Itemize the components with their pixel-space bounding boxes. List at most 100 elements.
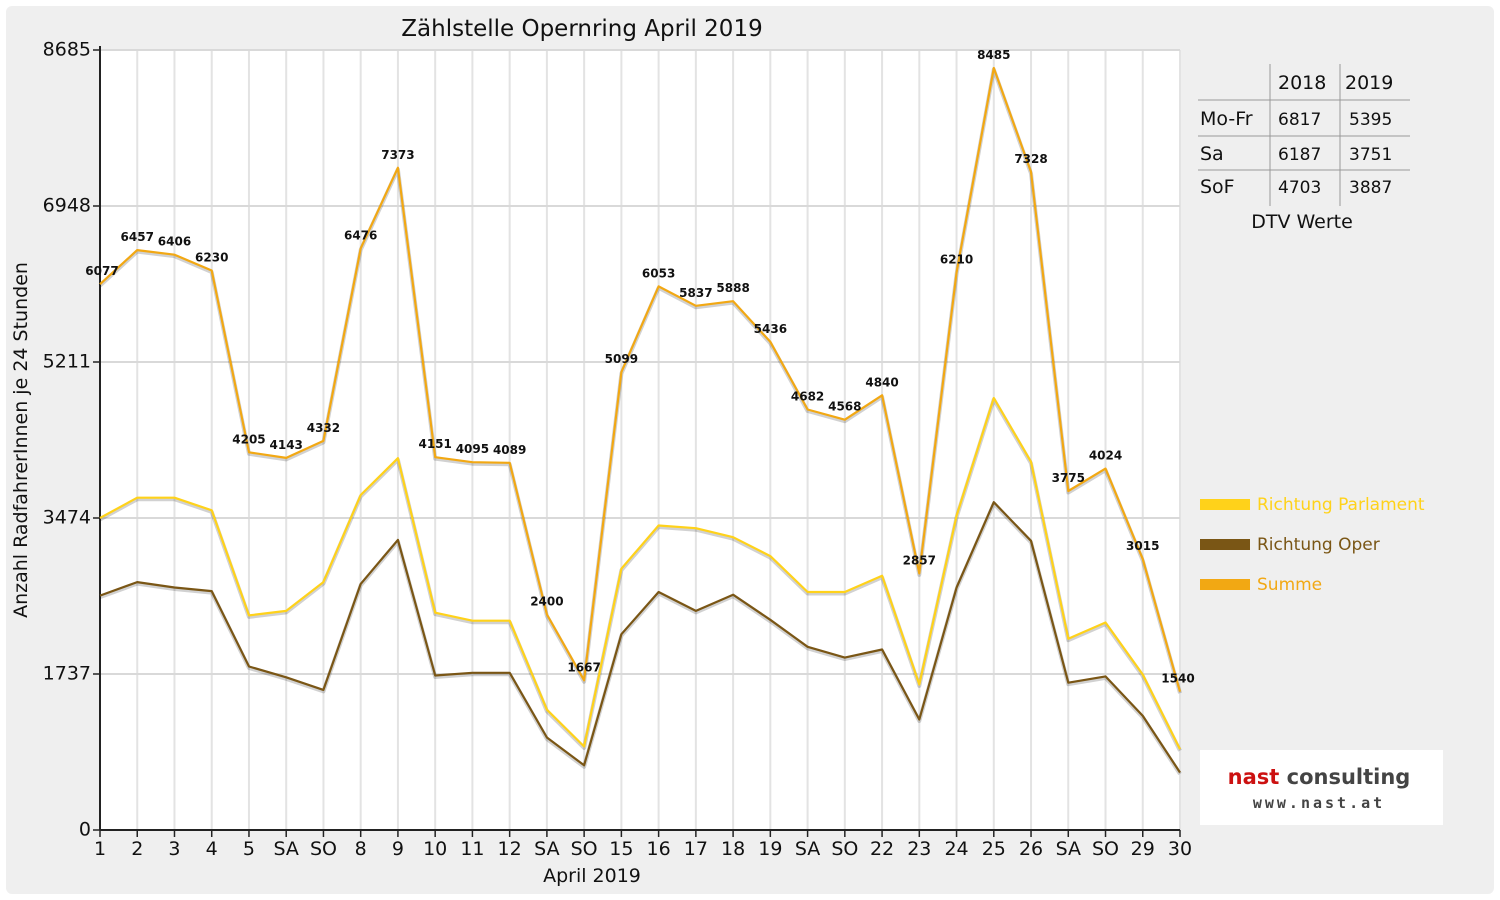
- x-tick-label: 10: [423, 838, 447, 860]
- dtv-table: 2018 2019 Mo-Fr 6817 5395 Sa 6187 3751 S…: [1198, 64, 1410, 233]
- data-label: 4840: [865, 375, 898, 389]
- x-tick-label: 15: [609, 838, 633, 860]
- data-label: 4095: [456, 442, 489, 456]
- legend: Richtung Parlament Richtung Oper Summe: [1200, 495, 1425, 595]
- x-axis-label: April 2019: [543, 865, 641, 887]
- x-tick-label: SO: [310, 838, 337, 860]
- x-tick-label: 25: [982, 838, 1006, 860]
- x-tick-label: 29: [1131, 838, 1155, 860]
- data-label: 8485: [977, 48, 1010, 62]
- dtv-row-label: Sa: [1200, 143, 1224, 165]
- series-line: [99, 501, 1181, 774]
- data-label: 6406: [158, 235, 191, 249]
- x-tick-label: 4: [206, 838, 218, 860]
- dtv-header-2019: 2019: [1345, 72, 1393, 94]
- x-tick-label: 18: [721, 838, 745, 860]
- logo-box: [1200, 750, 1443, 825]
- x-tick-label: 24: [944, 838, 968, 860]
- data-label: 4151: [418, 437, 451, 451]
- data-label: 6476: [344, 228, 377, 242]
- x-tick-label: 8: [355, 838, 367, 860]
- x-tick-label: 12: [498, 838, 522, 860]
- data-label: 7328: [1014, 152, 1047, 166]
- data-label: 2857: [903, 553, 936, 567]
- data-label: 6230: [195, 250, 228, 264]
- x-tick-label: SA: [534, 838, 559, 860]
- data-label: 1540: [1161, 672, 1194, 686]
- y-axis-label: Anzahl RadfahrerInnen je 24 Stunden: [10, 262, 32, 618]
- data-label: 4024: [1089, 449, 1122, 463]
- y-tick-label: 5211: [43, 351, 91, 373]
- y-tick-label: 1737: [43, 663, 91, 685]
- dtv-cell: 6817: [1278, 110, 1321, 130]
- y-tick-label: 3474: [43, 507, 91, 529]
- data-label: 6210: [940, 252, 973, 266]
- x-tick-label: 26: [1019, 838, 1043, 860]
- logo-text: nast consulting: [1228, 765, 1411, 789]
- legend-label: Richtung Oper: [1257, 535, 1380, 555]
- dtv-header-2018: 2018: [1278, 72, 1326, 94]
- data-label: 6053: [642, 266, 675, 280]
- data-label: 4682: [791, 390, 824, 404]
- data-label: 4205: [232, 432, 265, 446]
- series-line: [99, 396, 1181, 750]
- x-tick-label: 1: [94, 838, 106, 860]
- grid: [100, 49, 1181, 830]
- series-lines: [98, 66, 1182, 776]
- data-label: 4089: [493, 443, 526, 457]
- y-tick-label: 0: [79, 819, 91, 841]
- data-label: 6457: [121, 230, 154, 244]
- legend-label: Summe: [1257, 575, 1322, 595]
- data-label: 2400: [530, 594, 563, 608]
- data-label: 5099: [605, 352, 638, 366]
- x-tick-label: 23: [907, 838, 931, 860]
- x-tick-label: 17: [684, 838, 708, 860]
- x-tick-label: 16: [647, 838, 671, 860]
- chart-title: Zählstelle Opernring April 2019: [401, 16, 762, 42]
- logo: nast consulting www.nast.at: [1200, 750, 1443, 825]
- data-label: 4332: [307, 421, 340, 435]
- data-label: 3775: [1052, 471, 1085, 485]
- legend-swatch: [1200, 539, 1250, 550]
- series-line: [99, 66, 1182, 692]
- dtv-cell: 6187: [1278, 145, 1321, 165]
- x-tick-label: SO: [831, 838, 858, 860]
- data-label: 6077: [85, 264, 118, 278]
- y-tick-label: 6948: [43, 195, 91, 217]
- x-tick-label: 2: [131, 838, 143, 860]
- x-tick-label: 11: [460, 838, 484, 860]
- dtv-row-label: SoF: [1200, 176, 1235, 198]
- dtv-caption: DTV Werte: [1251, 211, 1353, 233]
- y-tick-label: 8685: [43, 39, 91, 61]
- legend-swatch: [1200, 579, 1250, 590]
- data-label: 7373: [381, 148, 414, 162]
- data-label: 4568: [828, 400, 861, 414]
- dtv-cell: 4703: [1278, 178, 1321, 198]
- x-tick-label: SA: [1056, 838, 1081, 860]
- legend-label: Richtung Parlament: [1257, 495, 1425, 515]
- data-label: 1667: [567, 660, 600, 674]
- dtv-cell: 3887: [1349, 178, 1392, 198]
- data-label: 5436: [754, 322, 787, 336]
- x-tick-label: SO: [571, 838, 598, 860]
- logo-url: www.nast.at: [1253, 794, 1385, 812]
- data-label: 4143: [270, 438, 303, 452]
- x-tick-label: SA: [273, 838, 298, 860]
- legend-swatch: [1200, 499, 1250, 510]
- x-tick-label: 9: [392, 838, 404, 860]
- data-labels: 6077 6457 6406 6230 4205 4143 4332 6476 7373 4151…: [85, 48, 1194, 686]
- dtv-cell: 5395: [1349, 110, 1392, 130]
- dtv-row-label: Mo-Fr: [1200, 108, 1253, 130]
- x-tick-label: 30: [1168, 838, 1192, 860]
- plot-area: [100, 50, 1180, 830]
- x-tick-label: 3: [168, 838, 180, 860]
- data-label: 5888: [716, 281, 749, 295]
- x-tick-label: 19: [758, 838, 782, 860]
- x-tick-label: SO: [1092, 838, 1119, 860]
- x-tick-label: SA: [795, 838, 820, 860]
- x-tick-label: 22: [870, 838, 894, 860]
- data-label: 5837: [679, 286, 712, 300]
- x-tick-label: 5: [243, 838, 255, 860]
- dtv-cell: 3751: [1349, 145, 1392, 165]
